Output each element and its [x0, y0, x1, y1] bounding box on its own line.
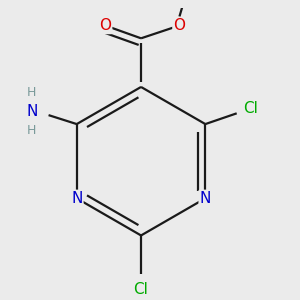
Text: N: N — [71, 191, 82, 206]
Text: N: N — [26, 104, 38, 119]
Text: O: O — [99, 18, 111, 33]
Text: N: N — [200, 191, 211, 206]
Text: Cl: Cl — [243, 101, 258, 116]
Text: H: H — [27, 124, 37, 137]
Text: Cl: Cl — [134, 282, 148, 297]
Text: H: H — [27, 85, 37, 99]
Text: O: O — [173, 18, 185, 33]
